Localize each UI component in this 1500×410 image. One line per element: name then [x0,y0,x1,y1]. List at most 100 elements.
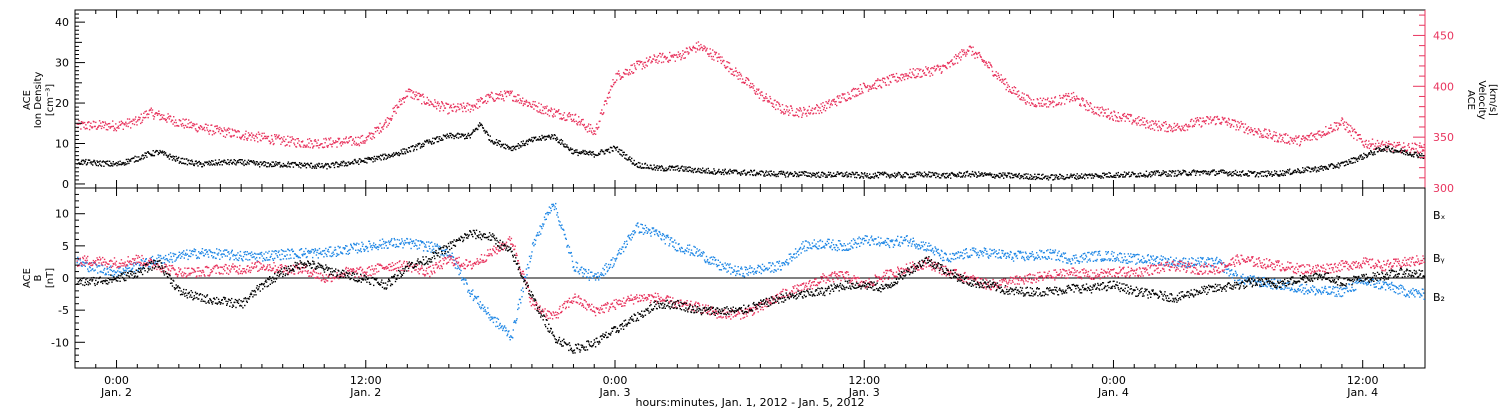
data-point-density [873,177,875,179]
data-point-velocity [642,63,644,65]
data-point-velocity [846,99,848,101]
data-point-density [704,172,706,174]
data-point-density [1057,178,1059,180]
data-point-density [236,162,238,164]
data-point-density [1288,170,1290,172]
data-point-velocity [1173,126,1175,129]
data-point-By [103,267,106,270]
data-point-By [348,252,351,254]
data-point-density [664,169,666,172]
data-point-velocity [1411,147,1413,150]
data-point-density [762,171,764,173]
data-point-density [957,174,959,176]
data-point-velocity [211,134,214,136]
data-point-density [959,172,961,174]
data-point-velocity [805,112,807,115]
data-point-velocity [905,75,907,77]
data-point-density [769,170,771,173]
data-point-density [512,145,514,148]
data-point-density [1157,170,1159,172]
data-point-velocity [1084,104,1086,106]
data-point-velocity [551,115,554,117]
data-point-density [574,151,576,153]
bottom-series-group [76,202,1425,354]
data-point-density [161,150,164,152]
data-point-velocity [896,81,898,83]
data-point-density [1378,147,1380,149]
data-point-velocity [198,127,200,129]
data-point-velocity [1014,87,1017,89]
data-point-By [436,243,438,246]
data-point-By [221,256,223,258]
data-point-velocity [778,103,781,106]
data-point-By [244,251,247,253]
data-point-density [517,143,519,145]
data-point-velocity [655,59,658,61]
data-point-By [381,247,383,249]
data-point-velocity [941,71,943,73]
data-point-velocity [928,72,930,74]
data-point-density [94,162,96,164]
data-point-density [493,143,495,145]
data-point-velocity [1012,92,1014,94]
data-point-velocity [1000,74,1002,76]
data-point-By [305,247,307,250]
data-point-density [694,167,696,170]
data-point-velocity [1032,99,1035,101]
data-point-velocity [461,107,463,109]
data-point-velocity [1387,143,1389,145]
data-point-velocity [874,82,876,84]
data-point-density [214,164,216,166]
data-point-velocity [982,59,984,61]
data-point-By [255,256,258,259]
data-point-density [614,147,617,149]
data-point-velocity [1024,102,1027,104]
data-point-density [1143,174,1146,176]
data-point-density [830,176,832,178]
data-point-density [1166,175,1169,177]
data-point-density [461,134,463,136]
data-point-By [242,255,245,258]
data-point-By [260,253,262,256]
data-point-velocity [1003,82,1005,85]
data-point-velocity [106,124,108,126]
data-point-velocity [589,127,591,130]
data-point-By [164,258,166,261]
data-point-density [650,167,653,169]
data-point-By [172,252,174,255]
data-point-velocity [275,134,278,136]
data-point-density [565,146,567,148]
data-point-density [938,173,940,175]
data-point-density [354,158,356,161]
data-point-density [227,161,230,164]
data-point-velocity [1249,129,1251,131]
data-point-density [1349,162,1351,164]
data-point-density [1350,160,1352,163]
data-point-By [406,238,409,240]
data-point-By [108,266,111,269]
data-point-velocity [576,123,578,125]
data-point-By [151,255,154,258]
data-point-velocity [961,49,963,51]
data-point-velocity [1050,102,1052,105]
data-point-density [961,176,964,178]
data-point-velocity [877,78,879,80]
data-point-By [87,268,89,270]
data-point-density [580,152,582,154]
data-point-density [702,167,704,169]
data-point-density [1232,171,1235,173]
data-point-density [1327,168,1329,170]
data-point-velocity [606,102,608,105]
data-point-density [661,166,663,168]
data-point-By [308,252,310,254]
data-point-velocity [244,133,247,135]
data-point-velocity [1287,141,1290,144]
data-point-velocity [820,103,822,105]
data-point-By [431,241,433,243]
data-point-density [619,149,622,151]
data-point-velocity [684,51,686,53]
data-point-velocity [1321,131,1323,133]
data-point-velocity [850,90,853,92]
data-point-velocity [228,132,230,134]
data-point-velocity [1136,124,1138,126]
